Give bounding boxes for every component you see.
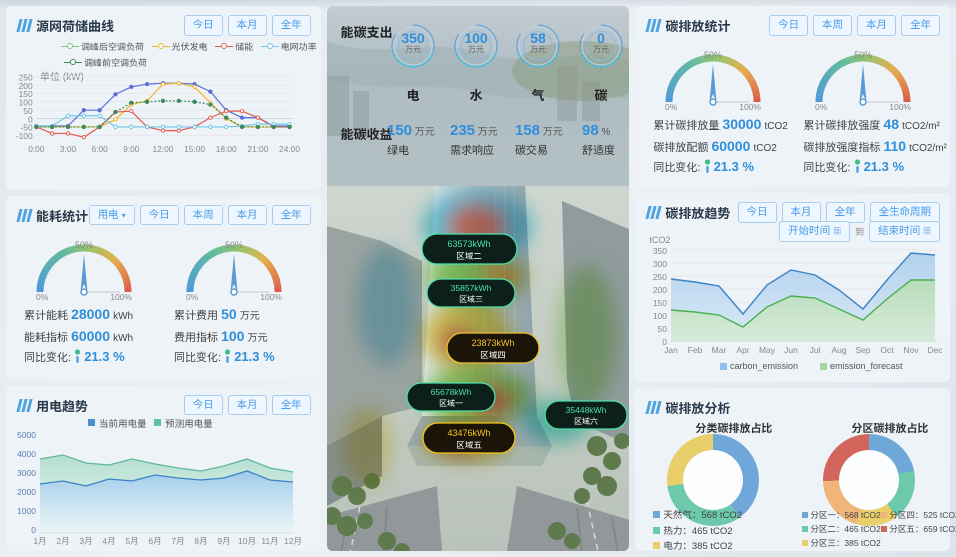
- svg-text:0: 0: [31, 525, 36, 535]
- svg-text:21:00: 21:00: [247, 144, 268, 154]
- svg-text:3:00: 3:00: [60, 144, 77, 154]
- svg-text:万元: 万元: [405, 45, 421, 54]
- svg-text:3000: 3000: [17, 468, 36, 478]
- svg-text:18:00: 18:00: [216, 144, 237, 154]
- svg-text:100%: 100%: [260, 292, 282, 302]
- svg-text:Apr: Apr: [737, 345, 750, 355]
- svg-text:-100: -100: [16, 131, 33, 141]
- svg-text:碳: 碳: [594, 88, 607, 103]
- svg-text:350: 350: [401, 30, 425, 46]
- svg-text:Feb: Feb: [688, 345, 703, 355]
- svg-text:100: 100: [653, 311, 667, 321]
- svg-text:12:00: 12:00: [152, 144, 173, 154]
- svg-text:35857kWh: 35857kWh: [450, 283, 491, 293]
- svg-text:35448kWh: 35448kWh: [565, 405, 606, 415]
- svg-text:emission_forecast: emission_forecast: [830, 361, 903, 371]
- svg-text:250: 250: [653, 272, 667, 282]
- svg-text:0%: 0%: [665, 102, 678, 112]
- svg-text:4000: 4000: [17, 449, 36, 459]
- svg-text:23873kWh: 23873kWh: [471, 338, 514, 348]
- svg-text:9:00: 9:00: [123, 144, 140, 154]
- svg-text:9月: 9月: [217, 536, 230, 546]
- svg-text:区域二: 区域二: [456, 251, 482, 261]
- svg-text:8月: 8月: [194, 536, 207, 546]
- svg-text:Sep: Sep: [856, 345, 871, 355]
- svg-text:0:00: 0:00: [28, 144, 45, 154]
- svg-text:6:00: 6:00: [91, 144, 108, 154]
- svg-text:50: 50: [658, 324, 668, 334]
- svg-text:100%: 100%: [890, 102, 912, 112]
- svg-text:区域三: 区域三: [459, 295, 483, 304]
- svg-text:需求响应: 需求响应: [450, 144, 494, 157]
- svg-text:50%: 50%: [704, 50, 722, 60]
- svg-text:24:00: 24:00: [279, 144, 300, 154]
- svg-text:0: 0: [597, 30, 605, 46]
- svg-text:万元: 万元: [468, 45, 484, 54]
- svg-text:电: 电: [406, 88, 419, 103]
- svg-text:0%: 0%: [815, 102, 828, 112]
- svg-text:绿电: 绿电: [387, 144, 409, 157]
- svg-text:350: 350: [653, 246, 667, 256]
- svg-text:气: 气: [531, 88, 544, 103]
- svg-text:1000: 1000: [17, 506, 36, 516]
- svg-text:区域六: 区域六: [574, 417, 598, 426]
- svg-text:4月: 4月: [102, 536, 115, 546]
- svg-text:万元: 万元: [593, 45, 609, 54]
- svg-text:区域四: 区域四: [480, 350, 506, 360]
- svg-text:0%: 0%: [36, 292, 49, 302]
- svg-text:50%: 50%: [75, 240, 93, 250]
- svg-text:11月: 11月: [261, 536, 278, 546]
- svg-text:Mar: Mar: [712, 345, 727, 355]
- svg-text:100%: 100%: [740, 102, 762, 112]
- svg-text:区域五: 区域五: [456, 440, 482, 450]
- svg-text:Jun: Jun: [785, 345, 799, 355]
- svg-text:区域一: 区域一: [439, 399, 463, 408]
- svg-text:10月: 10月: [238, 536, 256, 546]
- svg-text:水: 水: [469, 88, 482, 103]
- svg-text:Jan: Jan: [665, 345, 679, 355]
- svg-text:Oct: Oct: [881, 345, 895, 355]
- svg-text:碳交易: 碳交易: [515, 144, 548, 157]
- svg-text:200: 200: [653, 285, 667, 295]
- svg-text:万元: 万元: [530, 45, 546, 54]
- svg-text:15:00: 15:00: [184, 144, 205, 154]
- svg-text:50%: 50%: [854, 50, 872, 60]
- svg-text:Dec: Dec: [928, 345, 944, 355]
- svg-text:carbon_emission: carbon_emission: [730, 361, 798, 371]
- svg-text:63573kWh: 63573kWh: [447, 239, 490, 249]
- svg-text:7月: 7月: [171, 536, 184, 546]
- svg-text:1月: 1月: [33, 536, 46, 546]
- svg-text:May: May: [759, 345, 776, 355]
- svg-text:50%: 50%: [225, 240, 243, 250]
- svg-text:3月: 3月: [79, 536, 92, 546]
- svg-text:300: 300: [653, 259, 667, 269]
- svg-text:65678kWh: 65678kWh: [430, 387, 471, 397]
- svg-text:5000: 5000: [17, 430, 36, 440]
- svg-text:舒适度: 舒适度: [582, 144, 615, 157]
- svg-text:235 万元: 235 万元: [450, 122, 498, 139]
- svg-text:5月: 5月: [125, 536, 138, 546]
- svg-text:Nov: Nov: [904, 345, 920, 355]
- svg-text:58: 58: [530, 30, 546, 46]
- svg-text:150: 150: [653, 298, 667, 308]
- svg-text:100%: 100%: [110, 292, 132, 302]
- svg-text:0%: 0%: [186, 292, 199, 302]
- svg-text:150 万元: 150 万元: [387, 122, 435, 139]
- svg-text:12月: 12月: [284, 536, 302, 546]
- svg-text:2000: 2000: [17, 487, 36, 497]
- svg-text:Jul: Jul: [810, 345, 821, 355]
- svg-text:43476kWh: 43476kWh: [447, 428, 490, 438]
- svg-text:2月: 2月: [56, 536, 69, 546]
- svg-text:100: 100: [464, 30, 488, 46]
- svg-text:98 %: 98 %: [582, 122, 610, 139]
- svg-text:6月: 6月: [148, 536, 161, 546]
- svg-text:Aug: Aug: [832, 345, 847, 355]
- svg-text:158 万元: 158 万元: [515, 122, 563, 139]
